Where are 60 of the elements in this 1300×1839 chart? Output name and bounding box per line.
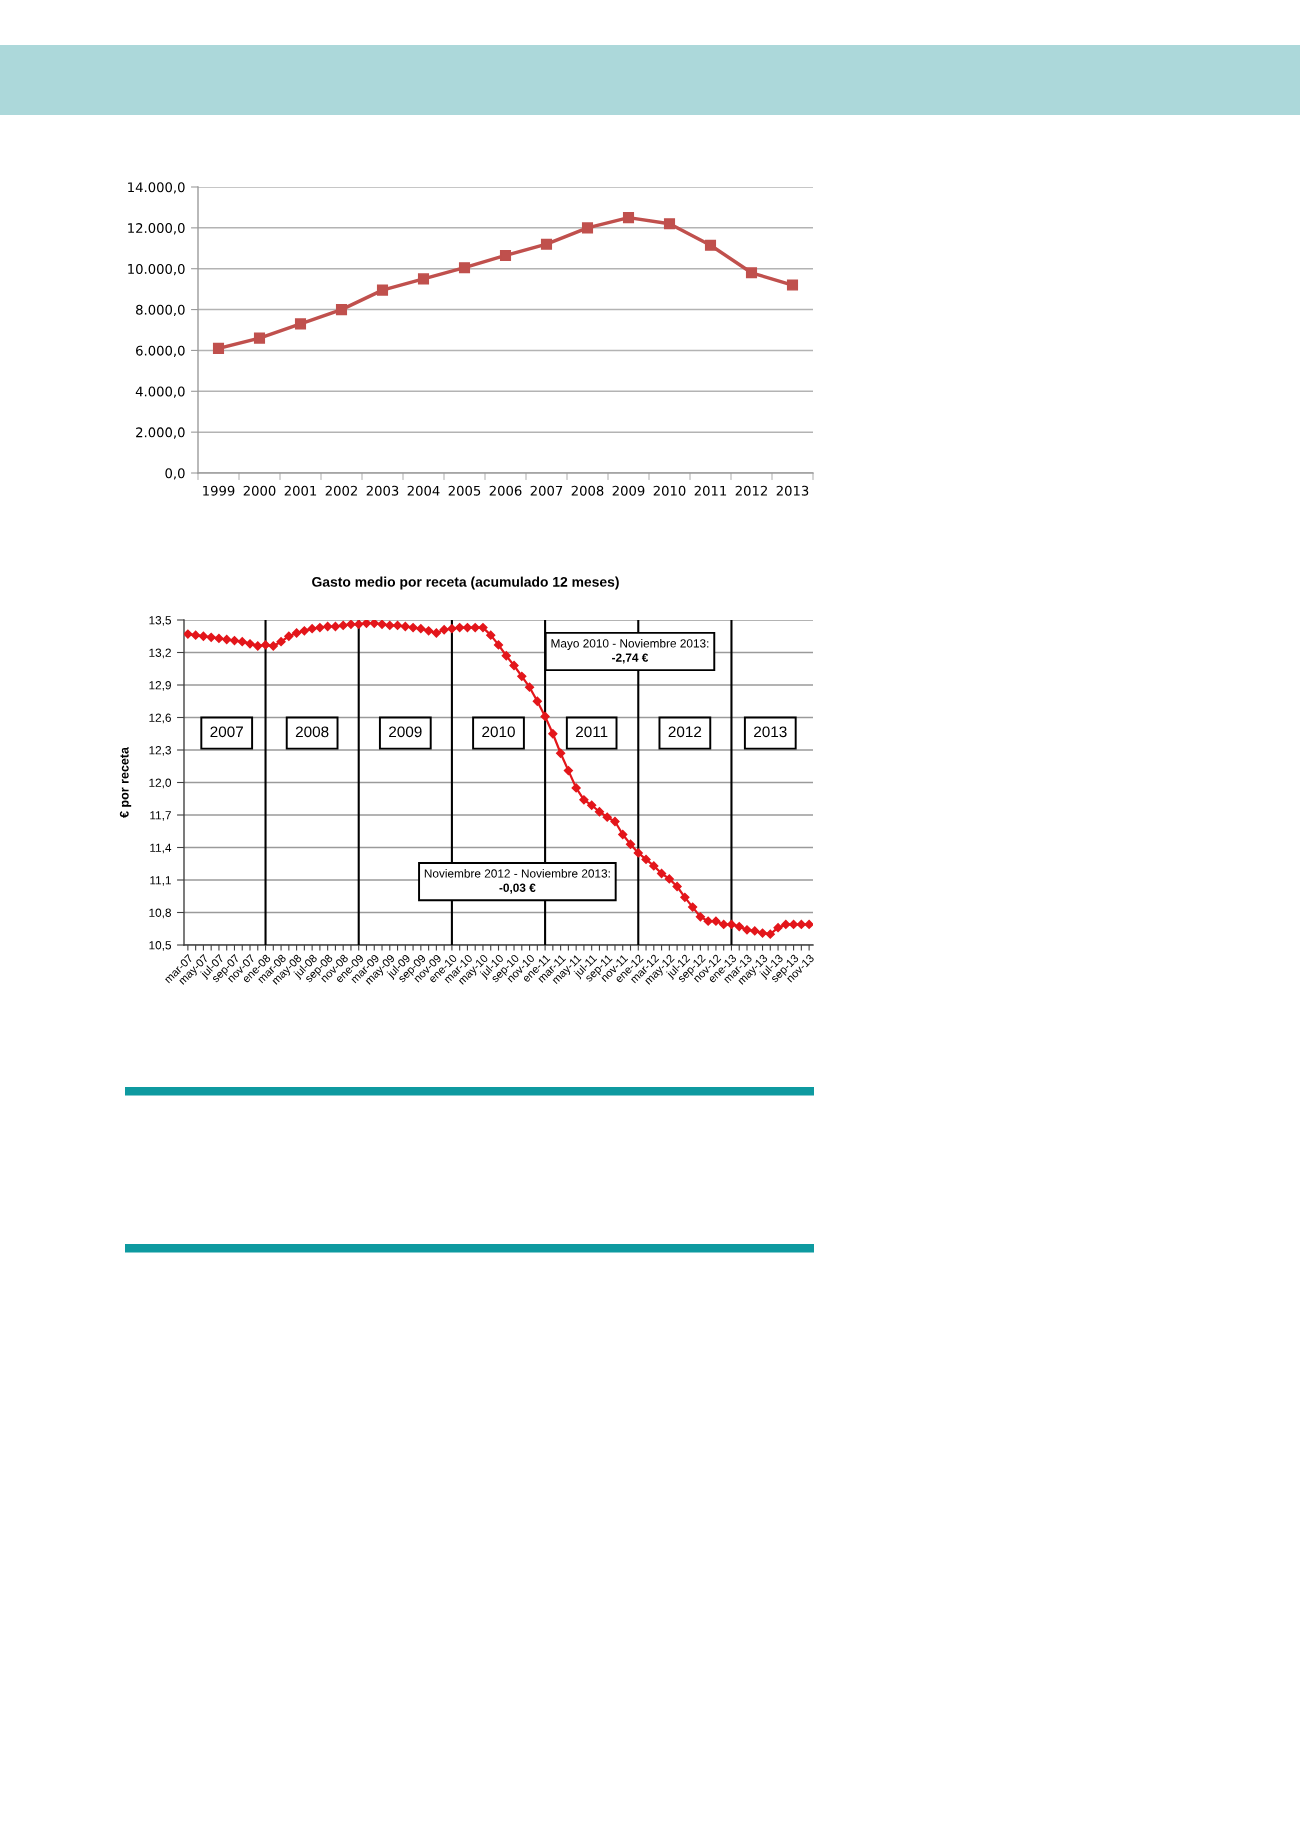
x-tick-label: 2013 bbox=[776, 485, 809, 496]
x-tick-label: 2001 bbox=[284, 485, 317, 496]
y-tick-label: 4.000,0 bbox=[135, 386, 185, 398]
point bbox=[417, 273, 430, 285]
y-tick-label: 0,0 bbox=[165, 468, 185, 480]
x-tick-label: 2008 bbox=[571, 485, 604, 496]
point bbox=[499, 249, 512, 261]
point bbox=[294, 318, 307, 330]
y-tick-label: 11,1 bbox=[150, 876, 171, 886]
y-tick-label: 13,5 bbox=[149, 616, 172, 626]
point bbox=[581, 222, 594, 234]
x-tick-label: 2005 bbox=[448, 485, 481, 496]
x-tick-label: 2004 bbox=[407, 485, 440, 496]
y-tick-label: 11,4 bbox=[150, 843, 172, 854]
x-tick-label: 2010 bbox=[653, 485, 686, 496]
point bbox=[663, 218, 676, 230]
annotation: 2009 bbox=[389, 726, 422, 738]
point bbox=[704, 239, 717, 251]
y-tick-label: 13,2 bbox=[149, 648, 171, 659]
point bbox=[786, 279, 799, 291]
y-tick-label: 8.000,0 bbox=[136, 304, 185, 317]
point bbox=[253, 332, 266, 344]
x-tick-label: 2002 bbox=[325, 485, 357, 496]
x-tick-label: 2006 bbox=[489, 485, 522, 496]
point bbox=[622, 212, 635, 224]
annotation: 2013 bbox=[754, 726, 787, 738]
annotation: 2011 bbox=[576, 726, 608, 738]
annotation: 2012 bbox=[668, 726, 702, 738]
y-axis-title: € por receta bbox=[119, 746, 132, 818]
point bbox=[212, 342, 225, 354]
x-tick-label: 1999 bbox=[203, 485, 235, 496]
point bbox=[335, 304, 348, 316]
y-tick-label: 6.000,0 bbox=[136, 345, 185, 357]
x-tick-label: 2003 bbox=[366, 485, 399, 496]
y-tick-label: 10.000,0 bbox=[128, 263, 185, 276]
y-tick-label: 12,6 bbox=[149, 713, 171, 724]
x-tick-label: 2009 bbox=[612, 485, 645, 496]
chart-title: Gasto medio por receta (acumulado 12 meses) bbox=[312, 576, 619, 590]
y-tick-label: 12,0 bbox=[149, 778, 172, 789]
x-tick-label: 2007 bbox=[530, 485, 563, 496]
annotation: Noviembre 2012 - Noviembre 2013: -0,03 € bbox=[424, 868, 610, 894]
point bbox=[745, 267, 758, 279]
x-tick-label: 2012 bbox=[735, 485, 767, 496]
y-tick-label: 2.000,0 bbox=[136, 427, 185, 439]
y-tick-label: 14.000,0 bbox=[128, 182, 185, 194]
point bbox=[540, 238, 553, 250]
point bbox=[376, 284, 389, 296]
x-tick-label: 2000 bbox=[243, 485, 276, 496]
y-tick-label: 12,9 bbox=[149, 681, 171, 691]
y-tick-label: 10,8 bbox=[149, 908, 171, 919]
y-tick-label: 12,3 bbox=[149, 746, 171, 756]
y-tick-label: 10,5 bbox=[149, 941, 172, 951]
annotation: 2007 bbox=[210, 726, 243, 738]
annotation: Mayo 2010 - Noviembre 2013: -2,74 € bbox=[551, 638, 709, 664]
point bbox=[458, 262, 471, 274]
y-tick-label: 12.000,0 bbox=[128, 223, 185, 235]
annotation: 2010 bbox=[482, 726, 515, 738]
y-tick-label: 11,7 bbox=[150, 811, 171, 821]
x-tick-label: 2011 bbox=[694, 485, 727, 496]
annotation: 2008 bbox=[295, 726, 329, 738]
